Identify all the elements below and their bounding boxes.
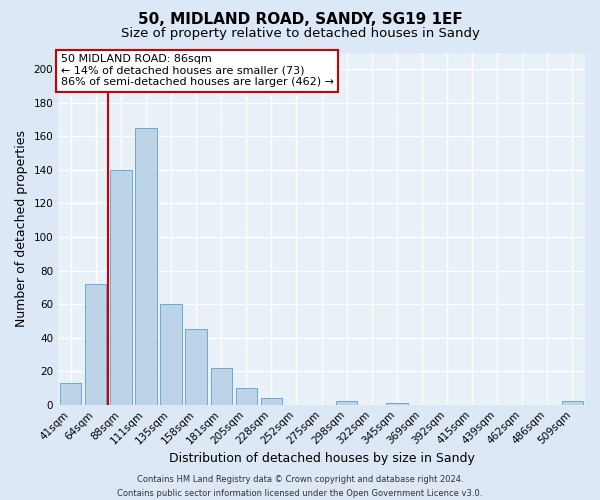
Bar bbox=[110, 170, 131, 404]
Bar bbox=[211, 368, 232, 405]
Text: Size of property relative to detached houses in Sandy: Size of property relative to detached ho… bbox=[121, 28, 479, 40]
X-axis label: Distribution of detached houses by size in Sandy: Distribution of detached houses by size … bbox=[169, 452, 475, 465]
Bar bbox=[85, 284, 106, 405]
Bar bbox=[60, 383, 82, 404]
Bar bbox=[136, 128, 157, 404]
Text: 50, MIDLAND ROAD, SANDY, SG19 1EF: 50, MIDLAND ROAD, SANDY, SG19 1EF bbox=[137, 12, 463, 28]
Text: 50 MIDLAND ROAD: 86sqm
← 14% of detached houses are smaller (73)
86% of semi-det: 50 MIDLAND ROAD: 86sqm ← 14% of detached… bbox=[61, 54, 334, 88]
Text: Contains HM Land Registry data © Crown copyright and database right 2024.
Contai: Contains HM Land Registry data © Crown c… bbox=[118, 476, 482, 498]
Bar bbox=[160, 304, 182, 404]
Bar bbox=[562, 402, 583, 404]
Bar bbox=[236, 388, 257, 404]
Bar bbox=[336, 402, 358, 404]
Bar bbox=[386, 403, 407, 404]
Bar bbox=[261, 398, 282, 404]
Y-axis label: Number of detached properties: Number of detached properties bbox=[15, 130, 28, 327]
Bar bbox=[185, 329, 207, 404]
